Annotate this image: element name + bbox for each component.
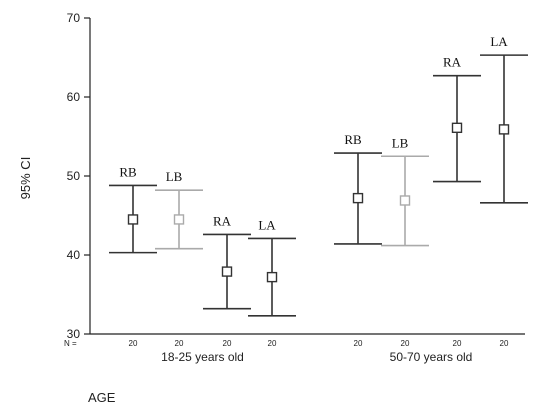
g2-la-n-label: 20	[500, 339, 509, 348]
g2-lb-mean-marker	[401, 196, 410, 205]
error-bars: RB LB RA LA RB LB RA LA	[109, 34, 528, 316]
g1-rb-mean-marker	[129, 215, 138, 224]
g1-la-n-label: 20	[268, 339, 277, 348]
g2-ra-n-label: 20	[453, 339, 462, 348]
group-label-1: 18-25 years old	[161, 350, 244, 364]
y-tick-label-50: 50	[67, 169, 81, 183]
n-labels: N = 20 20 20 20 20 20 20 20	[64, 339, 509, 348]
g2-ra-label: RA	[443, 55, 462, 70]
y-tick-label-70: 70	[67, 11, 81, 25]
g2-lb-n-label: 20	[401, 339, 410, 348]
g1-lb-mean-marker	[175, 215, 184, 224]
g1-rb-label: RB	[119, 164, 137, 179]
g2-lb-label: LB	[392, 135, 409, 150]
g1-la-label: LA	[258, 217, 276, 232]
g1-la-mean-marker	[268, 273, 277, 282]
y-axis-title: 95% CI	[18, 157, 33, 200]
g1-lb-n-label: 20	[175, 339, 184, 348]
g2-rb-mean-marker	[354, 194, 363, 203]
group-labels: 18-25 years old 50-70 years old	[161, 350, 472, 364]
y-tick-label-60: 60	[67, 90, 81, 104]
g2-ra-mean-marker	[453, 123, 462, 132]
g2-la-mean-marker	[500, 125, 509, 134]
g1-ra-n-label: 20	[223, 339, 232, 348]
group-label-2: 50-70 years old	[390, 350, 473, 364]
n-prefix: N =	[64, 339, 77, 348]
x-axis-title: AGE	[88, 390, 116, 405]
g2-rb-n-label: 20	[354, 339, 363, 348]
y-tick-label-40: 40	[67, 248, 81, 262]
g1-lb-label: LB	[166, 169, 183, 184]
g2-la-label: LA	[490, 34, 508, 49]
g1-ra-label: RA	[213, 213, 232, 228]
g2-rb-label: RB	[344, 132, 362, 147]
g1-ra-mean-marker	[223, 267, 232, 276]
g1-rb-n-label: 20	[129, 339, 138, 348]
